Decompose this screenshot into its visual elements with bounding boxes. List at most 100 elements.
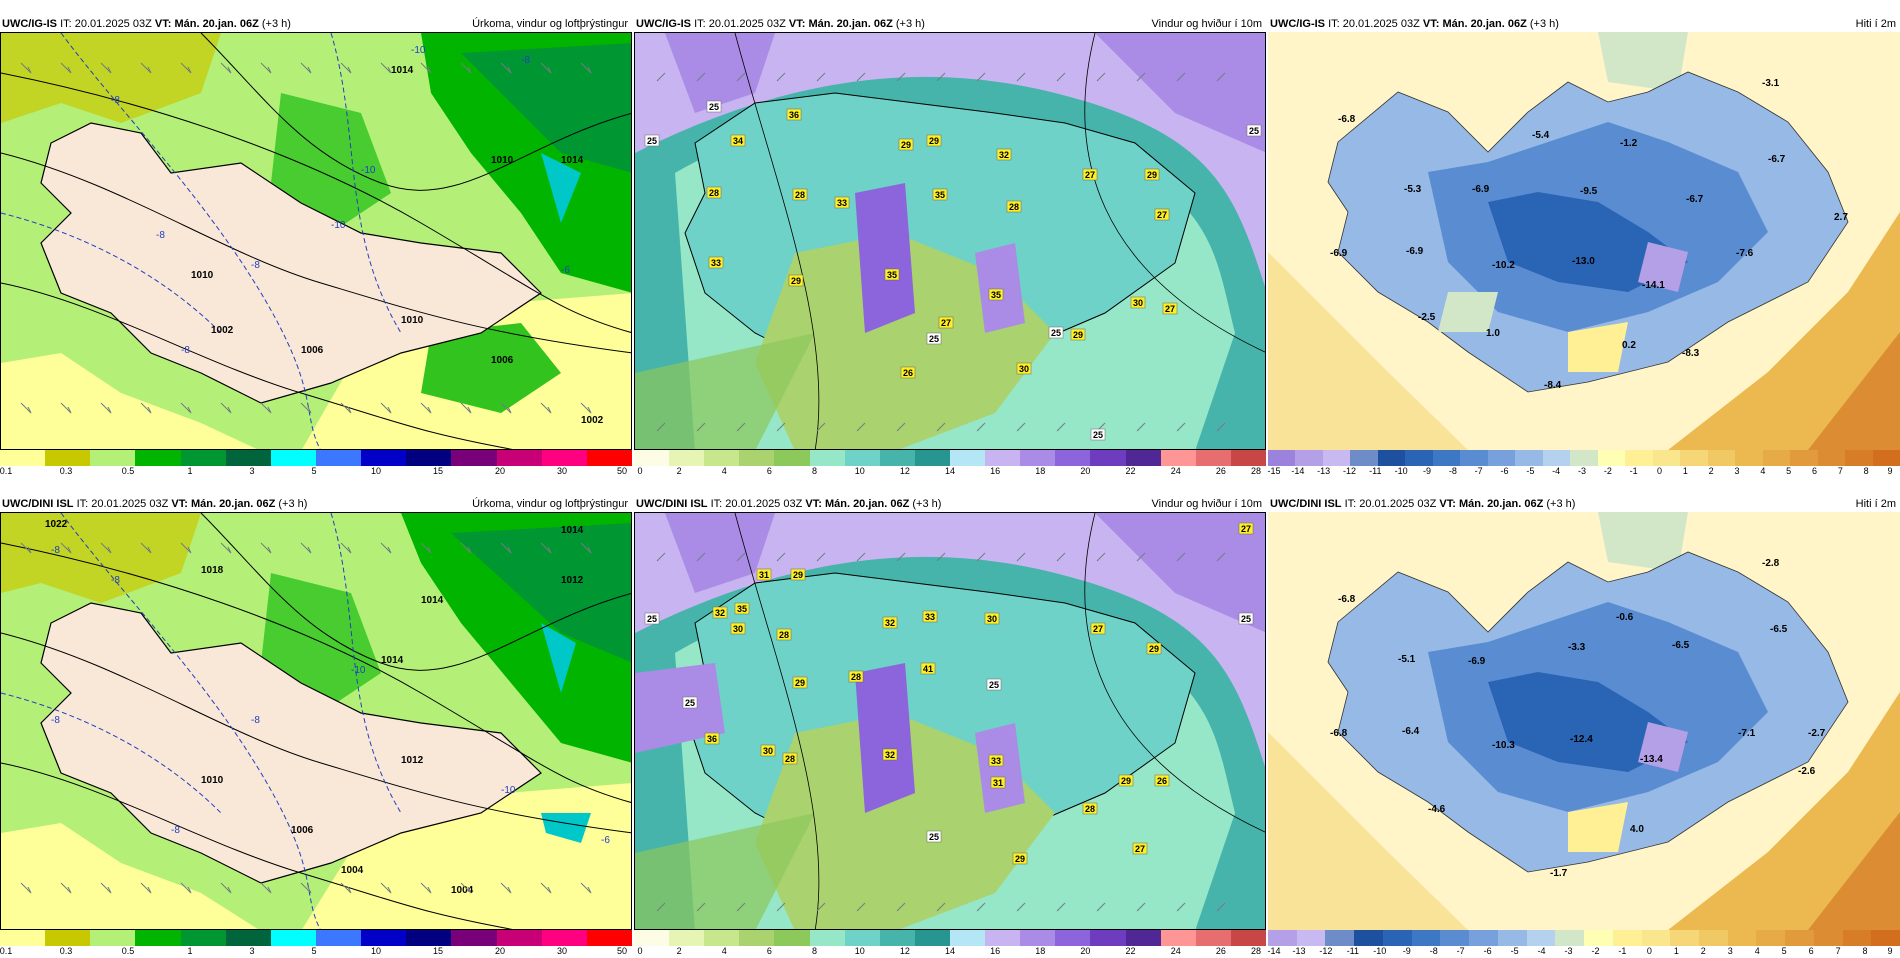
colorbar-tick-label: 0.1 bbox=[0, 946, 13, 956]
vt-value: Mán. 20.jan. 06Z bbox=[824, 498, 910, 510]
gust-value: 29 bbox=[1121, 776, 1131, 786]
temp-label: -8 bbox=[51, 715, 60, 726]
colorbar-swatch bbox=[1680, 450, 1708, 466]
gust-box bbox=[932, 188, 948, 201]
colorbar-tick-label: 6 bbox=[766, 466, 772, 476]
colorbar-swatch bbox=[844, 930, 880, 946]
gust-value: 41 bbox=[923, 664, 933, 674]
gust-value: 25 bbox=[1241, 614, 1251, 624]
colorbar-tick-label: -5 bbox=[1510, 946, 1519, 956]
gust-box bbox=[682, 696, 698, 709]
temp-label: -8 bbox=[156, 230, 165, 241]
it-value: 20.01.2025 03Z bbox=[91, 498, 169, 510]
colorbar-tick-label: -12 bbox=[1319, 946, 1333, 956]
colorbar-tick-label: -6 bbox=[1500, 466, 1509, 476]
gust-box bbox=[1130, 296, 1146, 309]
gust-box bbox=[882, 748, 898, 761]
colorbar-swatch bbox=[669, 450, 705, 466]
colorbar-tick-label: 1 bbox=[1673, 946, 1679, 956]
colorbar-swatch bbox=[1160, 930, 1196, 946]
colorbar-swatch bbox=[914, 930, 950, 946]
colorbar-swatch bbox=[1612, 930, 1642, 946]
colorbar-swatch bbox=[774, 450, 810, 466]
gust-box bbox=[782, 752, 798, 765]
temp-label: -8 bbox=[521, 55, 530, 66]
colorbar-swatch bbox=[1125, 930, 1161, 946]
gust-box bbox=[988, 288, 1004, 301]
gust-value: 30 bbox=[1019, 364, 1029, 374]
it-value: 20.01.2025 03Z bbox=[74, 18, 152, 30]
colorbar-tick-label: -8 bbox=[1429, 946, 1438, 956]
gust-box bbox=[926, 332, 942, 345]
gust-box bbox=[706, 100, 722, 113]
vt-value: Mán. 20.jan. 06Z bbox=[1458, 498, 1544, 510]
it-value: 20.01.2025 03Z bbox=[1342, 18, 1420, 30]
gust-box bbox=[1090, 622, 1106, 635]
gust-value: 28 bbox=[1009, 202, 1019, 212]
temp-label: -10 bbox=[331, 220, 346, 231]
gust-value: 25 bbox=[929, 334, 939, 344]
colorbar-swatch bbox=[406, 930, 452, 946]
temp-label: -6.8 bbox=[1338, 594, 1356, 605]
vt-value: Mán. 20.jan. 06Z bbox=[808, 18, 893, 30]
colorbar-tick-label: 12 bbox=[899, 466, 910, 476]
gust-value: 36 bbox=[789, 110, 799, 120]
temperature-labels: -3.1 -6.8 -5.4 -1.2 -6.7 -5.3 -6.9 -9.5 … bbox=[1330, 78, 1848, 391]
gust-box bbox=[1154, 208, 1170, 221]
it-value: 20.01.2025 03Z bbox=[725, 498, 803, 510]
colorbar-tick-label: 30 bbox=[556, 466, 568, 476]
colorbar-tick-label: -12 bbox=[1342, 466, 1357, 476]
gust-value: 28 bbox=[785, 754, 795, 764]
colorbar-tick-label: -3 bbox=[1564, 946, 1573, 956]
temp-label: -1.7 bbox=[1550, 868, 1568, 879]
panel-title: Hiti í 2m bbox=[1855, 498, 1896, 510]
gust-value: 29 bbox=[901, 140, 911, 150]
colorbar-tick-label: -10 bbox=[1373, 946, 1387, 956]
temp-label: -2.6 bbox=[1798, 766, 1816, 777]
it-label: IT: bbox=[694, 18, 706, 30]
temp-label: -7.1 bbox=[1738, 728, 1756, 739]
temp-label: -3.3 bbox=[1568, 642, 1586, 653]
vt-label: VT: bbox=[1422, 18, 1440, 30]
colorbar-swatch bbox=[1652, 450, 1681, 466]
temp-label: -12.4 bbox=[1570, 734, 1593, 745]
colorbar-tick-label: 3 bbox=[249, 466, 255, 476]
gust-value: 29 bbox=[1073, 330, 1083, 340]
gust-value: 25 bbox=[1093, 430, 1103, 440]
colorbar-tick-label: 22 bbox=[1125, 466, 1136, 476]
colorbar-tick-label: 9 bbox=[1887, 946, 1893, 956]
colorbar-swatch bbox=[1597, 450, 1626, 466]
pressure-label: 1006 bbox=[301, 345, 324, 356]
colorbar-tick-label: -4 bbox=[1537, 946, 1546, 956]
gust-value: 28 bbox=[1085, 804, 1095, 814]
colorbar-tick-label: 2 bbox=[1708, 466, 1714, 476]
gust-markers: 25 36 34 25 28 29 29 32 28 33 35 28 27 29 33 29 35 3… bbox=[644, 100, 1262, 441]
colorbar-tick-label: 26 bbox=[1215, 466, 1226, 476]
temp-label: -7.6 bbox=[1736, 248, 1754, 259]
temp-label: -1.2 bbox=[1620, 138, 1638, 149]
it-label: IT: bbox=[76, 498, 89, 510]
pressure-label: 1010 bbox=[191, 270, 214, 281]
gust-value: 25 bbox=[1249, 126, 1259, 136]
gust-box bbox=[734, 602, 750, 615]
colorbar-swatch bbox=[1055, 450, 1091, 466]
precip-map: 1022 1018 1014 1012 1014 1012 1010 1006 … bbox=[0, 512, 632, 930]
colorbar-swatch bbox=[1295, 450, 1323, 466]
colorbar-tick-label: -1 bbox=[1618, 946, 1627, 956]
temp-label: -6.8 bbox=[1330, 728, 1348, 739]
model-name: UWC/IG-IS bbox=[2, 18, 57, 30]
colorbar-tick-label: 30 bbox=[556, 946, 568, 956]
gust-box bbox=[1016, 362, 1032, 375]
temp-label: -5.1 bbox=[1398, 654, 1416, 665]
gust-box bbox=[730, 134, 746, 147]
pressure-label: 1002 bbox=[211, 325, 234, 336]
colorbar-swatch bbox=[1555, 930, 1585, 946]
gust-value: 27 bbox=[1157, 210, 1167, 220]
colorbar-tick-label: 0 bbox=[637, 466, 643, 476]
colorbar-swatch bbox=[844, 450, 880, 466]
gust-box bbox=[1012, 852, 1028, 865]
gust-box bbox=[1162, 302, 1178, 315]
colorbar-tick-label: 16 bbox=[990, 946, 1001, 956]
panel-header: UWC/IG-IS IT: 20.01.2025 03Z VT: Mán. 20… bbox=[1268, 16, 1900, 32]
pressure-label: 1006 bbox=[291, 825, 314, 836]
